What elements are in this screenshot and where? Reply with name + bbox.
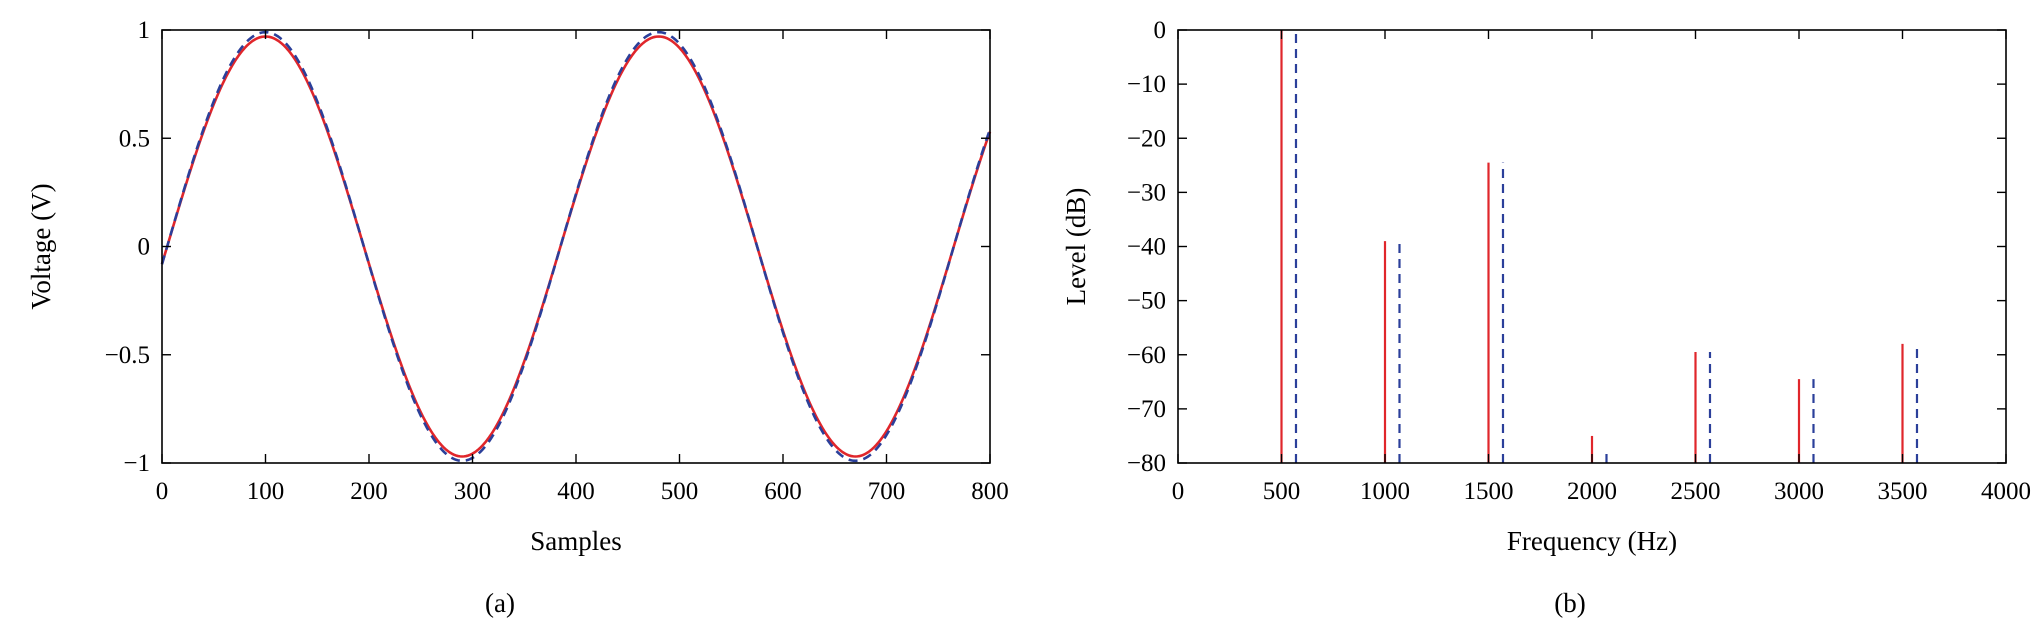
x-tick-label: 1000 <box>1360 478 1410 505</box>
series-line-dashed <box>160 30 992 463</box>
x-tick-label: 700 <box>868 478 906 505</box>
x-tick-label: 4000 <box>1981 478 2031 505</box>
y-tick-label: −20 <box>1127 125 1166 152</box>
x-tick-label: 100 <box>247 478 285 505</box>
x-tick-label: 800 <box>971 478 1009 505</box>
y-tick-label: −70 <box>1127 396 1166 423</box>
y-tick-label: −1 <box>123 450 150 477</box>
panel-a-voltage-plot: 0 100 200 300 400 500 600 700 800 −1 −0.5 0 0.5 1 Samp… <box>26 17 1009 618</box>
series-line-solid <box>160 35 992 458</box>
y-tick-label: 1 <box>138 17 151 44</box>
y-tick-label: −80 <box>1127 450 1166 477</box>
y-tick-label: −10 <box>1127 71 1166 98</box>
x-tick-label: 3000 <box>1774 478 1824 505</box>
x-tick-label: 400 <box>557 478 595 505</box>
y-tick-label: −60 <box>1127 342 1166 369</box>
x-tick-label: 3500 <box>1878 478 1928 505</box>
x-tick-label: 600 <box>764 478 802 505</box>
x-tick-label: 1500 <box>1464 478 1514 505</box>
panel-label: (b) <box>1554 588 1585 618</box>
x-tick-label: 500 <box>661 478 699 505</box>
y-axis-label: Level (dB) <box>1061 188 1091 306</box>
x-axis-label: Samples <box>530 526 622 556</box>
y-tick-label: −0.5 <box>105 342 150 369</box>
x-tick-label: 200 <box>350 478 388 505</box>
y-tick-label: −30 <box>1127 179 1166 206</box>
x-tick-label: 0 <box>156 478 169 505</box>
x-tick-label: 300 <box>454 478 492 505</box>
x-tick-label: 500 <box>1263 478 1301 505</box>
y-axis-label: Voltage (V) <box>26 183 56 309</box>
x-tick-label: 2500 <box>1671 478 1721 505</box>
panel-label: (a) <box>485 588 515 618</box>
x-tick-label: 0 <box>1172 478 1185 505</box>
y-tick-label: −50 <box>1127 288 1166 315</box>
y-tick-label: −40 <box>1127 234 1166 261</box>
y-tick-label: 0.5 <box>119 125 150 152</box>
y-tick-label: 0 <box>1154 17 1167 44</box>
axes-frame <box>1177 29 2007 464</box>
x-axis-label: Frequency (Hz) <box>1507 526 1677 556</box>
panel-b-spectrum-plot: 0 500 1000 1500 2000 2500 3000 3500 4000 0 −10 −20 −… <box>1061 17 2031 618</box>
axes-frame <box>161 29 991 464</box>
y-tick-label: 0 <box>138 234 151 261</box>
x-tick-label: 2000 <box>1567 478 1617 505</box>
